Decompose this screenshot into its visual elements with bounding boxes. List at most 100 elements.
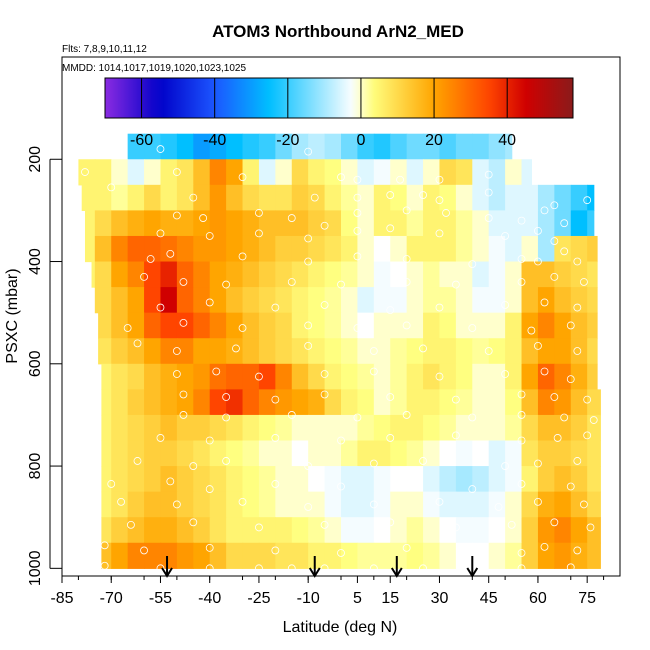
sample-point (156, 145, 165, 153)
colorbar-tick-label: -20 (276, 132, 299, 149)
heat-cell (505, 491, 523, 518)
heat-cell (242, 466, 260, 493)
heat-cell (275, 440, 293, 467)
colorbar: -60 -40 -20 0 20 40 (104, 77, 574, 149)
heat-cell (176, 287, 194, 314)
sample-point (100, 541, 109, 550)
heat-cell (570, 466, 588, 493)
heat-cell (488, 159, 506, 186)
heat-cell (226, 466, 244, 493)
heat-cell (242, 312, 260, 339)
heat-cell (390, 363, 408, 390)
heat-cell (521, 287, 539, 314)
heat-cell (308, 133, 326, 160)
x-axis-title: Latitude (deg N) (283, 619, 398, 636)
sample-point (583, 431, 592, 440)
sample-point (156, 434, 165, 442)
heat-cell (505, 389, 523, 416)
heat-cell (390, 159, 408, 186)
heat-cell (111, 261, 129, 288)
sample-point (369, 564, 378, 573)
sample-point (271, 434, 280, 442)
sample-point (205, 298, 214, 307)
heat-cell (439, 389, 457, 416)
heat-cell (455, 389, 473, 416)
sample-point (199, 214, 208, 222)
heat-cell (587, 491, 601, 518)
heat-cell (144, 184, 162, 211)
sample-point (573, 546, 582, 555)
sample-point (320, 301, 329, 309)
sample-point (320, 520, 329, 529)
heat-cell (521, 235, 539, 263)
sample-point (156, 564, 165, 573)
heat-cell (505, 338, 523, 365)
heat-cell (209, 184, 227, 211)
heat-cell (570, 440, 588, 467)
heat-cell (406, 491, 424, 518)
heat-cell (537, 287, 555, 314)
heat-cell (275, 159, 293, 186)
heat-cell (127, 363, 145, 390)
heat-cell (373, 159, 391, 186)
heat-cell (439, 287, 457, 314)
sample-point (484, 170, 493, 179)
heat-cell (324, 235, 342, 263)
heat-cell (209, 312, 227, 339)
heat-cell (488, 491, 506, 518)
sample-point (255, 209, 263, 217)
heat-cell (406, 312, 424, 339)
heat-cell (390, 414, 408, 442)
heat-cell (193, 363, 211, 390)
heat-cell (587, 414, 601, 442)
heat-cell (324, 363, 342, 390)
sample-point (271, 546, 280, 555)
heat-cell (341, 440, 359, 467)
heat-cell (226, 287, 244, 314)
heat-cell (226, 542, 244, 569)
heat-cell (226, 414, 244, 442)
heat-cell (472, 389, 490, 416)
heat-cell (176, 363, 194, 390)
heat-cell (127, 338, 145, 365)
sample-point (534, 459, 542, 468)
heat-cell (291, 235, 309, 263)
heat-cell (209, 261, 227, 288)
heat-cell (341, 389, 359, 416)
heat-cell (209, 287, 227, 314)
heat-cell (390, 440, 408, 467)
sample-point (287, 278, 296, 286)
sample-points (81, 145, 598, 573)
heat-cell (193, 287, 211, 314)
heat-cell (160, 184, 178, 211)
sample-point (507, 520, 516, 529)
x-tick-label: -40 (198, 590, 221, 607)
heat-cell (242, 287, 260, 314)
flights-subtitle: Flts: 7,8,9,10,11,12 (62, 44, 147, 55)
heat-cell (242, 389, 260, 416)
heat-cell (455, 235, 473, 263)
heat-cell (554, 363, 572, 390)
heat-cell (390, 133, 408, 160)
heat-cell (193, 312, 211, 339)
sample-point (468, 324, 477, 332)
sample-point (222, 280, 231, 289)
sample-point (451, 280, 460, 289)
sample-point (271, 395, 280, 404)
heat-cell (291, 389, 309, 416)
heat-cell (98, 338, 112, 365)
heat-cell (209, 466, 227, 493)
sample-point (484, 347, 493, 355)
heat-cell (176, 235, 194, 263)
heat-cell (455, 440, 473, 467)
heat-cell (537, 542, 555, 569)
heat-cell (258, 491, 276, 518)
heat-cell (570, 287, 588, 314)
x-tick-label: 60 (529, 590, 547, 607)
sample-point (501, 232, 510, 240)
heat-cell (160, 517, 178, 544)
heat-cell (439, 338, 457, 365)
heat-cell (275, 338, 293, 365)
heat-cell (226, 389, 244, 416)
heat-cell (357, 133, 375, 160)
